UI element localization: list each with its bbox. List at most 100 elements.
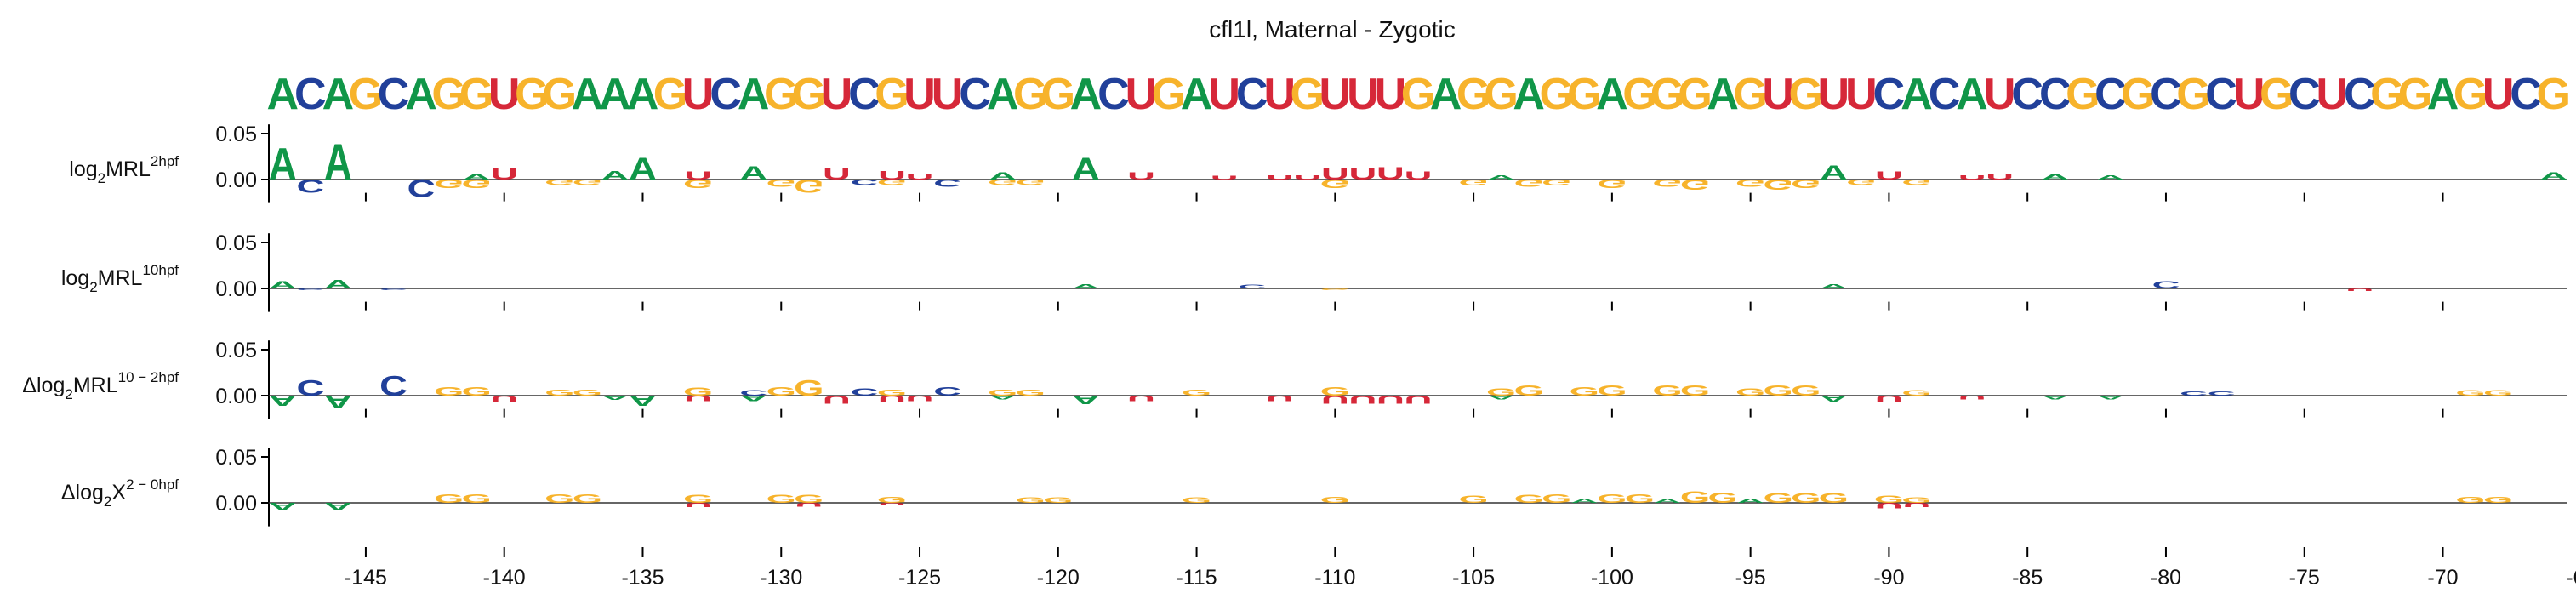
logo-glyph-negative: U (1127, 394, 1155, 402)
logo-glyph-negative: U (490, 394, 518, 404)
panel-label-main: MRL (105, 157, 151, 181)
logo-glyph-positive: A (1654, 499, 1682, 505)
logo-glyph-positive: G (1791, 382, 1821, 399)
logo-glyph-positive: A (1736, 497, 1764, 504)
logo-glyph-positive: G (1707, 489, 1737, 506)
logo-glyph-positive: G (573, 492, 602, 506)
logo-glyph-positive: G (767, 493, 796, 505)
logo-glyph-positive: C (2208, 390, 2236, 396)
logo-glyph-negative: U (795, 502, 823, 508)
logo-glyph-positive: G (1625, 492, 1655, 506)
chart-title: cfl1l, Maternal - Zygotic (1209, 16, 1455, 43)
logo-glyph-negative: G (683, 176, 713, 191)
logo-glyph-negative: G (1846, 178, 1876, 186)
logo-glyph-negative: A (1820, 394, 1848, 404)
x-tick-label: -95 (1735, 566, 1766, 590)
logo-glyph-negative: U (906, 394, 934, 402)
logo-glyph-positive: A (1570, 499, 1599, 505)
logo-glyph-positive: G (1514, 493, 1544, 505)
logo-glyph-positive: C (1238, 284, 1266, 290)
logo-glyph-positive: G (2483, 494, 2513, 505)
logo-glyph-positive: A (2539, 171, 2567, 182)
logo-glyph-positive: A (324, 277, 352, 292)
logo-glyph-positive: G (1901, 389, 1931, 397)
logo-glyph-positive: A (601, 168, 630, 183)
logo-glyph-positive: A (629, 151, 657, 186)
logo-glyph-negative: G (434, 176, 464, 191)
logo-glyph-negative: U (684, 394, 712, 402)
logo-glyph-negative: A (324, 391, 352, 411)
logo-glyph-positive: G (1182, 387, 1211, 397)
y-tick-label: 0.00 (215, 277, 257, 301)
logo-glyph-positive: C (851, 387, 879, 398)
logo-glyph-positive: U (1875, 169, 1903, 182)
logo-glyph-positive: G (1542, 492, 1571, 506)
logo-glyph-positive: A (739, 163, 767, 184)
x-tick-label: -105 (1452, 566, 1495, 590)
logo-glyph-positive: U (1293, 174, 1321, 180)
logo-glyph-negative: G (794, 175, 824, 197)
logo-glyph-positive: G (1735, 387, 1765, 398)
logo-glyph-negative: U (1405, 393, 1433, 406)
logo-glyph-positive: G (1043, 496, 1073, 505)
logo-glyph-negative: C (851, 178, 879, 186)
logo-glyph-positive: G (2455, 494, 2485, 505)
logo-glyph-positive: G (2483, 389, 2513, 397)
x-tick-label: -75 (2289, 566, 2320, 590)
logo-glyph-negative: A (739, 394, 767, 402)
x-tick-label: -110 (1314, 566, 1355, 590)
logo-glyph-negative: A (2041, 395, 2069, 401)
logo-glyph-negative: G (877, 178, 907, 186)
logo-glyph-negative: G (1652, 177, 1682, 188)
logo-glyph-negative: U (823, 393, 851, 406)
logo-glyph-negative: A (269, 500, 297, 511)
panel-label-base: log (69, 157, 97, 181)
logo-glyph-negative: U (1875, 394, 1903, 404)
logo-glyph-negative: G (1514, 177, 1544, 188)
logo-glyph-positive: A (324, 134, 352, 191)
panel-label-sup: 2 − 0hpf (126, 476, 179, 493)
logo-glyph-positive: U (823, 165, 851, 184)
logo-glyph-negative: A (269, 392, 297, 409)
logo-glyph-positive: G (1819, 491, 1849, 506)
logo-glyph-positive: A (2041, 173, 2069, 181)
logo-glyph-positive: U (1127, 171, 1155, 182)
logo-glyph-negative: C (933, 177, 961, 188)
logo-glyph-positive: U (1376, 164, 1405, 184)
y-tick-label: 0.05 (215, 446, 257, 470)
logo-glyph-positive: A (1487, 174, 1515, 180)
panel-label-main: X (111, 481, 126, 505)
panel-label: log2MRL2hpf (69, 153, 179, 186)
logo-glyph-negative: G (1320, 288, 1350, 290)
logo-glyph-negative: G (573, 178, 602, 186)
logo-glyph-positive: G (1680, 488, 1710, 507)
logo-glyph-negative: G (767, 177, 796, 188)
logo-glyph-positive: G (1680, 382, 1710, 399)
logo-glyph-negative: G (1901, 178, 1931, 186)
logo-glyph-negative: U (1903, 501, 1931, 508)
logo-glyph-positive: A (1820, 161, 1848, 184)
logo-glyph-positive: C (2180, 390, 2208, 396)
logo-glyph-negative: U (878, 394, 906, 404)
logo-glyph-negative: A (989, 395, 1017, 401)
logo-glyph-negative: U (1266, 394, 1294, 402)
logo-glyph-positive: U (1958, 174, 1986, 180)
y-tick-label: 0.05 (215, 231, 257, 255)
logo-panel: 0.000.05log2MRL10hpfA A A C A CC C G U (61, 231, 2567, 312)
panel-label: Δlog2MRL10 − 2hpf (22, 369, 179, 402)
panel-label-sup: 2hpf (151, 153, 179, 169)
logo-glyph-positive: G (544, 492, 574, 506)
logo-glyph-positive: G (767, 385, 796, 399)
logo-glyph-negative: A (601, 394, 630, 401)
x-tick-label: -90 (1873, 566, 1904, 590)
logo-glyph-negative: U (1376, 393, 1405, 406)
logo-glyph-positive: G (1458, 494, 1488, 505)
panel-label-sub: 2 (89, 279, 97, 295)
panel-label: log2MRL10hpf (61, 262, 179, 295)
panel-label: Δlog2X2 − 0hpf (61, 476, 179, 510)
panel-label-main: MRL (73, 373, 118, 397)
logo-glyph-positive: G (434, 385, 464, 399)
sequence-letter: G (2536, 70, 2570, 119)
logo-glyph-negative: A (1072, 392, 1100, 407)
logo-glyph-negative: A (324, 500, 352, 511)
